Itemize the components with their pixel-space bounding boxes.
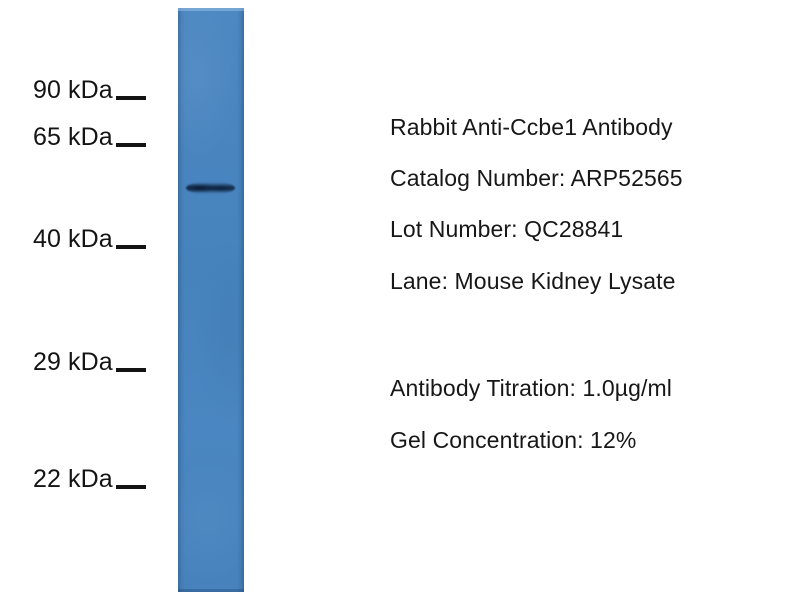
ladder-tick-icon	[115, 143, 146, 147]
antibody-titration: Antibody Titration: 1.0µg/ml	[390, 375, 672, 401]
ladder-marker-label: 22 kDa	[33, 465, 113, 493]
lane-texture	[178, 8, 244, 592]
ladder-tick-icon	[115, 96, 146, 100]
lane-description: Lane: Mouse Kidney Lysate	[390, 268, 676, 294]
lot-number: Lot Number: QC28841	[390, 216, 624, 242]
lane-top-edge	[178, 8, 244, 11]
ladder-marker-22: 22 kDa	[33, 467, 146, 492]
protein-band	[186, 182, 235, 194]
gel-concentration: Gel Concentration: 12%	[390, 427, 637, 453]
ladder-marker-label: 90 kDa	[33, 76, 113, 104]
ladder-marker-40: 40 kDa	[33, 227, 146, 252]
lane-bottom-edge	[178, 589, 244, 592]
catalog-number: Catalog Number: ARP52565	[390, 165, 683, 191]
antibody-name: Rabbit Anti-Ccbe1 Antibody	[390, 114, 673, 140]
ladder-tick-icon	[115, 485, 146, 489]
ladder-marker-29: 29 kDa	[33, 350, 146, 375]
blot-lane	[178, 8, 244, 592]
ladder-marker-label: 29 kDa	[33, 348, 113, 376]
ladder-tick-icon	[115, 368, 146, 372]
ladder-marker-label: 65 kDa	[33, 123, 113, 151]
ladder-marker-65: 65 kDa	[33, 125, 146, 150]
ladder-tick-icon	[115, 245, 146, 249]
ladder-marker-90: 90 kDa	[33, 78, 146, 103]
ladder-marker-label: 40 kDa	[33, 225, 113, 253]
